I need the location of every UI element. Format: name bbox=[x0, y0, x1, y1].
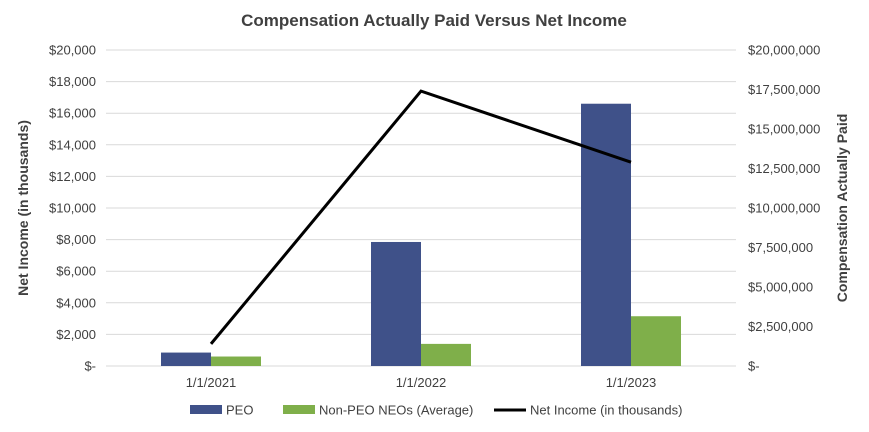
left-tick-label: $2,000 bbox=[56, 327, 96, 342]
left-tick-label: $18,000 bbox=[49, 74, 96, 89]
right-axis-title: Compensation Actually Paid bbox=[834, 114, 850, 303]
right-tick-label: $17,500,000 bbox=[748, 82, 820, 97]
legend-label-non-peo-neos-average: Non-PEO NEOs (Average) bbox=[319, 403, 473, 418]
x-tick-label: 1/1/2021 bbox=[186, 375, 237, 390]
right-axis-ticks: $- $2,500,000 $5,000,000 $7,500,000 $10,000,… bbox=[748, 43, 820, 374]
right-tick-label: $12,500,000 bbox=[748, 161, 820, 176]
line-series bbox=[209, 89, 632, 345]
left-axis-ticks: $- $2,000 $4,000 $6,000 $8,000 $10,000 $12,000… bbox=[49, 43, 96, 374]
left-tick-label: $20,000 bbox=[49, 43, 96, 58]
right-tick-label: $7,500,000 bbox=[748, 240, 813, 255]
bar-peo bbox=[371, 241, 421, 366]
left-tick-label: $14,000 bbox=[49, 137, 96, 152]
chart-title: Compensation Actually Paid Versus Net In… bbox=[241, 11, 627, 30]
bar-peo bbox=[161, 352, 211, 366]
right-tick-label: $15,000,000 bbox=[748, 122, 820, 137]
legend-swatch-non-peo-neos-average bbox=[283, 405, 315, 414]
bar-non-peo-neos-average bbox=[421, 343, 471, 366]
left-tick-label: $4,000 bbox=[56, 295, 96, 310]
bar-non-peo-neos-average bbox=[211, 356, 261, 366]
legend-label-net-income-in-thousands: Net Income (in thousands) bbox=[530, 403, 682, 418]
left-tick-label: $10,000 bbox=[49, 201, 96, 216]
left-tick-label: $6,000 bbox=[56, 264, 96, 279]
x-axis-ticks: 1/1/2021 1/1/2022 1/1/2023 bbox=[186, 375, 657, 390]
right-tick-label: $20,000,000 bbox=[748, 43, 820, 58]
left-axis-title: Net Income (in thousands) bbox=[15, 120, 31, 296]
line-net-income bbox=[209, 89, 632, 345]
x-tick-label: 1/1/2023 bbox=[606, 375, 657, 390]
left-tick-label: $- bbox=[84, 359, 96, 374]
bar-non-peo-neos-average bbox=[631, 316, 681, 366]
right-tick-label: $2,500,000 bbox=[748, 319, 813, 334]
right-tick-label: $- bbox=[748, 359, 760, 374]
x-tick-label: 1/1/2022 bbox=[396, 375, 447, 390]
legend-label-peo: PEO bbox=[226, 403, 253, 418]
bar-peo bbox=[581, 103, 631, 366]
left-tick-label: $12,000 bbox=[49, 169, 96, 184]
left-tick-label: $8,000 bbox=[56, 232, 96, 247]
right-tick-label: $5,000,000 bbox=[748, 280, 813, 295]
legend: PEO Non-PEO NEOs (Average) Net Income (in … bbox=[190, 403, 682, 418]
right-tick-label: $10,000,000 bbox=[748, 201, 820, 216]
left-tick-label: $16,000 bbox=[49, 106, 96, 121]
legend-swatch-peo bbox=[190, 405, 222, 414]
bars bbox=[161, 103, 681, 366]
